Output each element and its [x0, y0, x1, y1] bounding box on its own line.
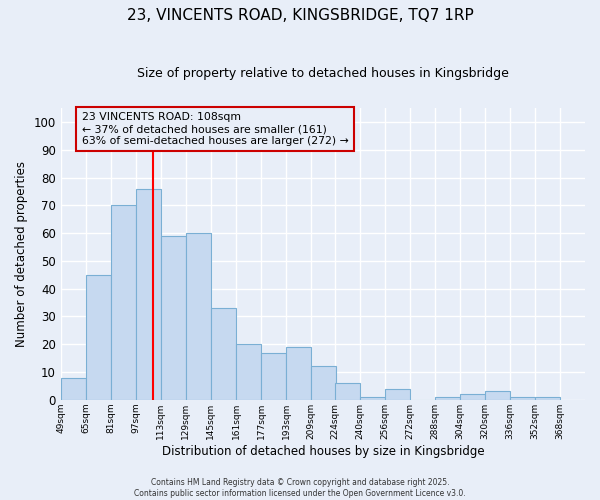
Text: 23, VINCENTS ROAD, KINGSBRIDGE, TQ7 1RP: 23, VINCENTS ROAD, KINGSBRIDGE, TQ7 1RP	[127, 8, 473, 22]
Text: Contains HM Land Registry data © Crown copyright and database right 2025.
Contai: Contains HM Land Registry data © Crown c…	[134, 478, 466, 498]
Bar	[186, 233, 211, 400]
Bar	[359, 397, 385, 400]
Bar	[286, 347, 311, 400]
Bar	[111, 206, 136, 400]
Bar	[136, 188, 161, 400]
Text: 23 VINCENTS ROAD: 108sqm
← 37% of detached houses are smaller (161)
63% of semi-: 23 VINCENTS ROAD: 108sqm ← 37% of detach…	[82, 112, 349, 146]
Bar	[385, 388, 410, 400]
Bar	[86, 275, 111, 400]
Bar	[61, 378, 86, 400]
Bar	[535, 397, 560, 400]
Bar	[311, 366, 336, 400]
Bar	[236, 344, 261, 400]
Title: Size of property relative to detached houses in Kingsbridge: Size of property relative to detached ho…	[137, 68, 509, 80]
Bar	[161, 236, 186, 400]
Bar	[211, 308, 236, 400]
Bar	[335, 383, 359, 400]
X-axis label: Distribution of detached houses by size in Kingsbridge: Distribution of detached houses by size …	[161, 444, 484, 458]
Bar	[435, 397, 460, 400]
Bar	[510, 397, 535, 400]
Bar	[460, 394, 485, 400]
Bar	[485, 392, 510, 400]
Bar	[261, 352, 286, 400]
Y-axis label: Number of detached properties: Number of detached properties	[15, 161, 28, 347]
